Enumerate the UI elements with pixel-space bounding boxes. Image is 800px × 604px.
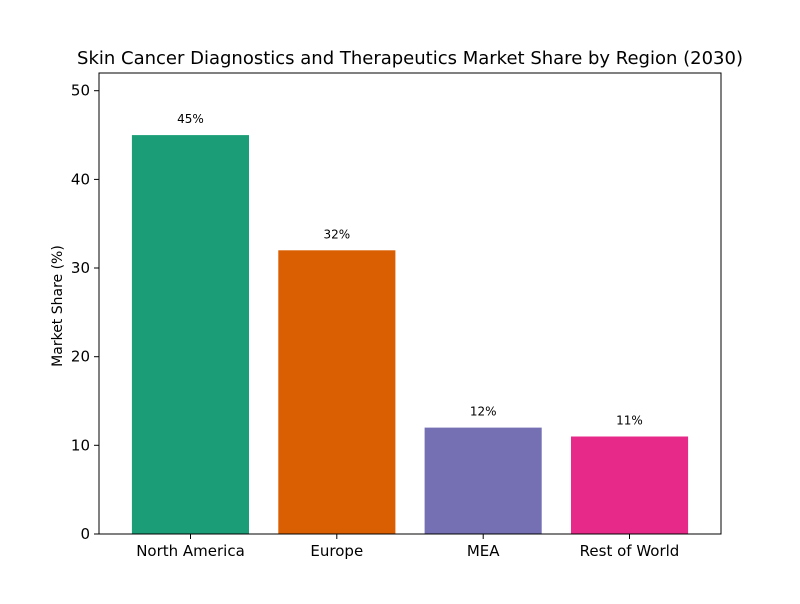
x-tick-label-rest-of-world: Rest of World: [580, 542, 680, 560]
y-axis-label: Market Share (%): [50, 245, 66, 367]
y-tick-label-10: 10: [71, 436, 90, 454]
plot-frame: [98, 72, 722, 535]
bar-value-label-rest-of-world: 11%: [616, 414, 643, 428]
bar-value-label-north-america: 45%: [177, 112, 204, 126]
x-tick-label-mea: MEA: [467, 542, 500, 560]
bars-group: [131, 135, 689, 535]
bar-mea: [424, 427, 542, 534]
y-axis-ticks-group: 0 10 20 30 40 50: [71, 82, 99, 543]
x-tick-label-north-america: North America: [136, 542, 245, 560]
y-tick-label-0: 0: [80, 525, 90, 543]
y-tick-label-20: 20: [71, 348, 90, 366]
x-tick-label-europe: Europe: [310, 542, 363, 560]
bar-value-labels-group: 45% 32% 12% 11%: [177, 112, 643, 427]
bar-rest-of-world: [571, 436, 689, 534]
y-tick-label-50: 50: [71, 82, 90, 100]
bar-value-label-europe: 32%: [323, 227, 350, 241]
y-tick-label-40: 40: [71, 170, 90, 188]
chart-title: Skin Cancer Diagnostics and Therapeutics…: [77, 48, 743, 69]
bar-value-label-mea: 12%: [470, 405, 497, 419]
bar-north-america: [131, 135, 249, 534]
x-axis-ticks-group: North America Europe MEA Rest of World: [136, 534, 679, 560]
bar-europe: [278, 250, 396, 535]
y-tick-label-30: 30: [71, 259, 90, 277]
